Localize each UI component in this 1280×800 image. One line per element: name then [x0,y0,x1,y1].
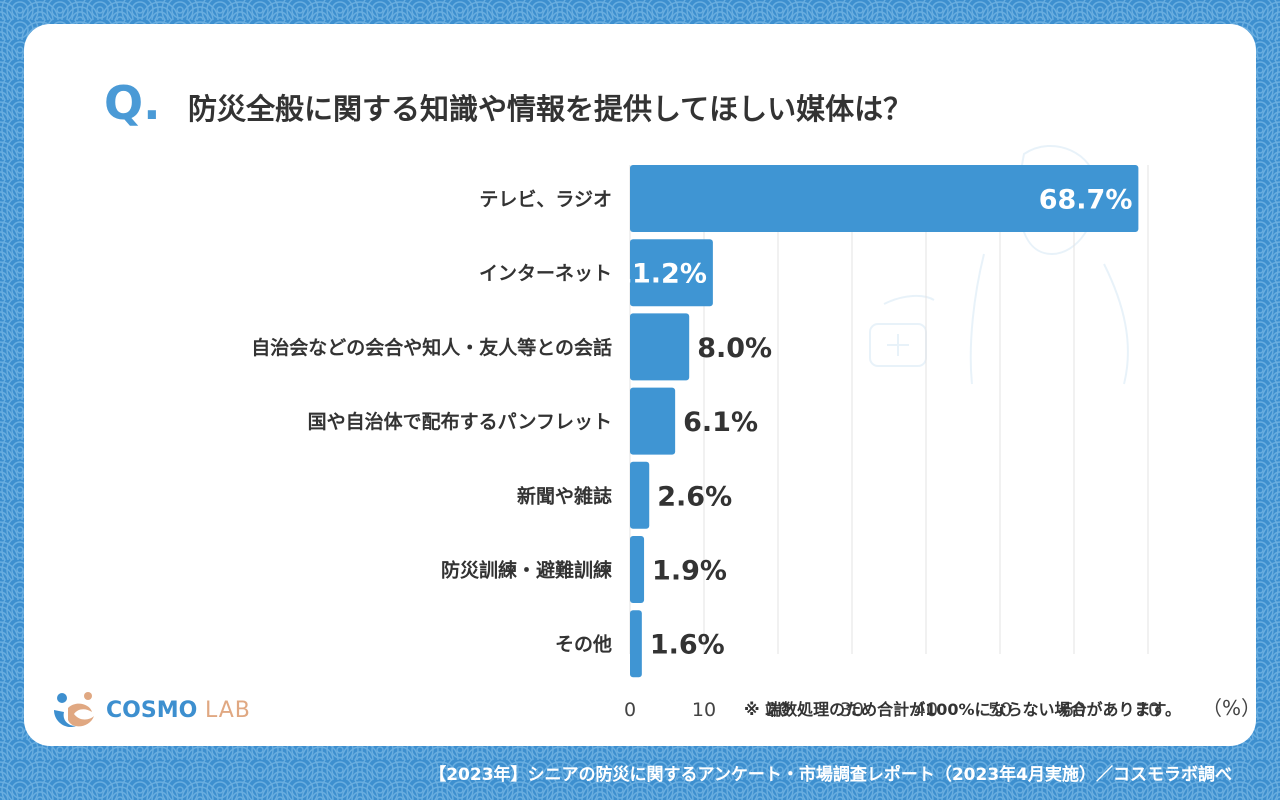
bar-1 [630,239,713,307]
source-caption: 【2023年】シニアの防災に関するアンケート・市場調査レポート（2023年4月実… [429,765,1232,785]
x-tick-label-20: 20 [766,699,790,721]
bar-6 [630,610,642,678]
question-title: 防災全般に関する知識や情報を提供してほしい媒体は？ [188,92,913,126]
logo-wordmark: COSMO LAB [106,698,251,723]
bar-4 [630,461,650,529]
x-tick-label-40: 40 [914,699,938,721]
value-label-1: 11.2% [613,259,707,290]
rounding-footnote: ※ 端数処理のため合計が100%にならない場合があります。 [744,700,1181,719]
logo-cosmo-text: COSMO [106,698,198,723]
category-label-0: テレビ、ラジオ [479,189,612,211]
bar-3 [630,387,676,455]
value-label-0: 68.7% [1039,185,1133,216]
question-mark-label: Q. [104,76,161,130]
category-label-3: 国や自治体で配布するパンフレット [308,410,612,433]
category-label-4: 新聞や雑誌 [517,484,612,507]
x-tick-label-0: 0 [624,699,636,721]
x-tick-label-30: 30 [840,699,864,721]
category-label-2: 自治会などの会合や知人・友人等との会話 [251,336,612,359]
bar-0 [630,165,1139,232]
axis-unit-label: （%） [1202,696,1256,720]
value-label-6: 1.6% [650,630,725,661]
x-tick-label-50: 50 [988,699,1012,721]
value-label-5: 1.9% [652,556,727,587]
category-label-5: 防災訓練・避難訓練 [441,559,612,582]
x-tick-label-10: 10 [692,699,716,721]
value-label-4: 2.6% [657,481,732,512]
x-tick-label-70: 70 [1136,699,1160,721]
value-label-3: 6.1% [683,407,758,438]
bar-2 [630,313,690,381]
value-label-2: 8.0% [697,333,772,364]
category-label-1: インターネット [479,263,612,285]
bar-chart: 0 10 20 30 40 50 60 70 テレビ、ラジオ 68.7% インターネット 11.2% 自… [251,144,1160,721]
logo-lab-text: LAB [204,698,251,723]
chart-card: Q. 防災全般に関する知識や情報を提供してほしい媒体は？ 0 10 20 30 40 50… [24,24,1256,746]
cosmo-lab-logo: COSMO LAB [46,686,250,734]
x-tick-label-60: 60 [1062,699,1086,721]
category-label-6: その他 [555,633,612,656]
bar-5 [630,536,645,603]
cosmo-lab-mascot-icon [54,692,94,728]
